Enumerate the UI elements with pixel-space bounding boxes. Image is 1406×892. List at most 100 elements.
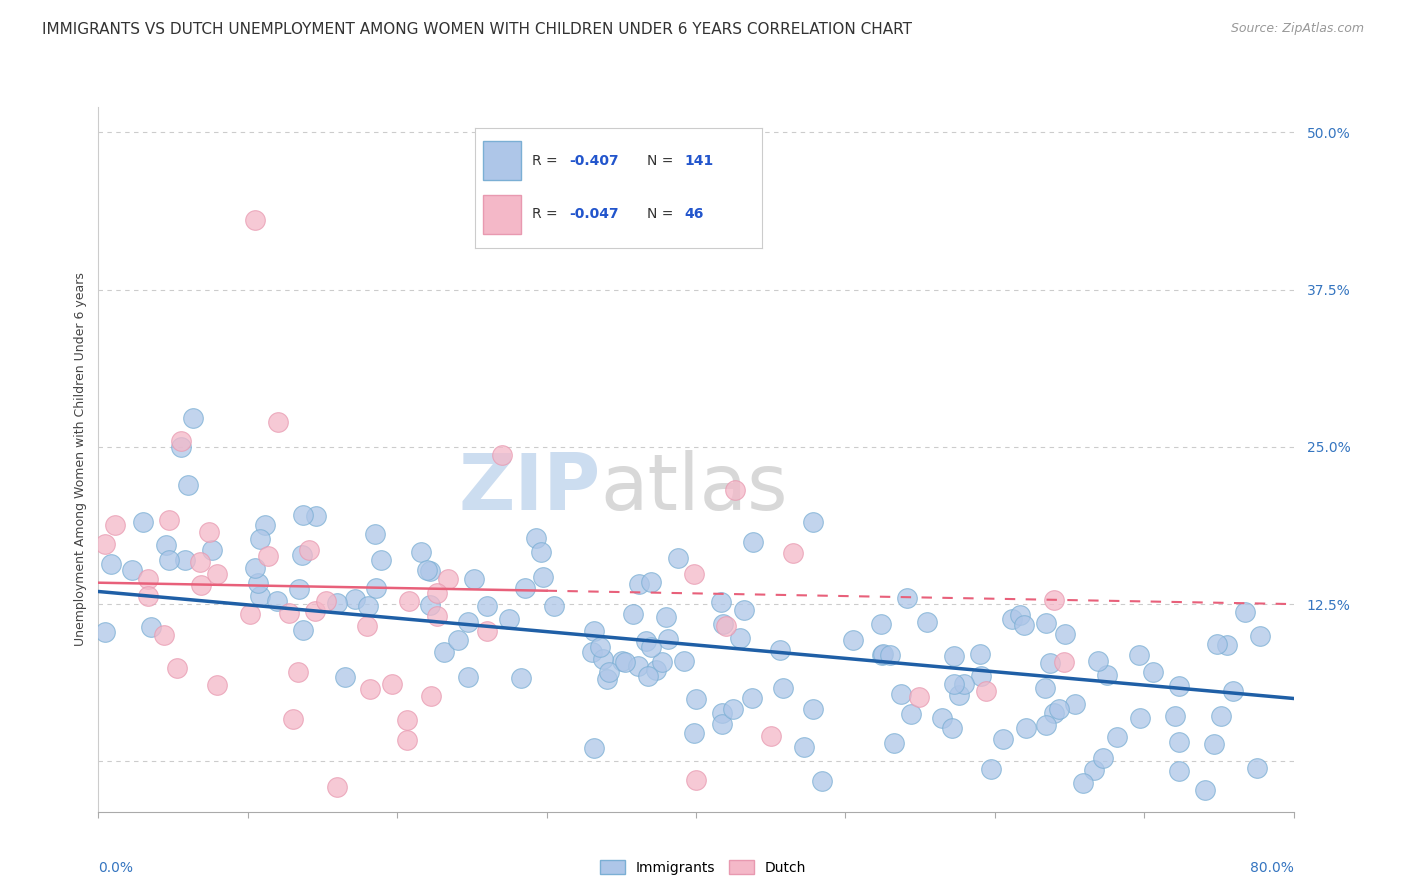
Point [942,649,965,664]
Point [1053,655,1076,669]
Point [640,640,662,654]
Point [344,592,367,607]
Point [198,525,221,540]
Point [357,599,380,614]
Point [157,552,180,566]
Point [297,543,319,558]
Point [121,563,143,577]
Point [1095,668,1118,682]
Point [266,593,288,607]
Text: atlas: atlas [600,450,787,525]
Point [139,620,162,634]
Point [1202,737,1225,751]
Point [426,586,449,600]
Point [498,612,520,626]
Point [239,607,262,622]
Point [685,691,707,706]
Point [416,563,439,577]
Point [315,594,337,608]
Point [908,690,931,705]
Legend: Immigrants, Dutch: Immigrants, Dutch [593,855,813,880]
Point [872,647,894,661]
Point [287,582,309,596]
Point [1129,711,1152,725]
Point [610,654,633,668]
Point [1043,706,1066,721]
Point [1167,679,1189,693]
Point [596,672,619,686]
Text: Source: ZipAtlas.com: Source: ZipAtlas.com [1230,22,1364,36]
Point [326,780,349,794]
Point [801,702,824,716]
Point [132,515,155,529]
Point [589,640,612,654]
Point [710,716,733,731]
Point [869,617,891,632]
Point [1246,761,1268,775]
Point [475,599,498,613]
Point [104,518,127,533]
Point [1033,681,1056,696]
Point [166,661,188,675]
Point [457,671,479,685]
Point [1083,764,1105,778]
Point [803,515,825,529]
Point [741,690,763,705]
Point [1087,653,1109,667]
Point [305,509,328,524]
Point [291,548,314,562]
Point [896,591,918,606]
Point [155,538,177,552]
Point [533,570,555,584]
Point [1035,615,1057,630]
Point [409,544,432,558]
Point [953,677,976,691]
Text: 80.0%: 80.0% [1250,861,1294,875]
Point [173,553,195,567]
Point [93,624,115,639]
Point [287,665,309,680]
Point [249,533,271,547]
Point [356,619,378,633]
Point [969,668,991,682]
Point [100,557,122,571]
Point [524,531,547,545]
Point [1042,593,1064,607]
Point [1105,731,1128,745]
Point [304,604,326,618]
Point [243,561,266,575]
Point [201,542,224,557]
Point [249,590,271,604]
Point [477,624,499,638]
Point [292,508,315,523]
Point [991,732,1014,747]
Point [138,572,160,586]
Point [1168,764,1191,778]
Point [872,648,894,663]
Point [1008,607,1031,622]
Point [1194,783,1216,797]
Point [637,669,659,683]
Point [685,773,707,788]
Point [711,617,734,632]
Point [395,732,418,747]
Point [1164,708,1187,723]
Point [447,633,470,648]
Point [842,633,865,648]
Point [159,513,181,527]
Point [181,410,204,425]
Point [169,434,191,448]
Point [683,726,706,740]
Point [433,645,456,659]
Point [728,632,751,646]
Point [436,572,458,586]
Point [974,683,997,698]
Point [942,676,965,690]
Point [253,518,276,533]
Point [645,663,668,677]
Point [177,478,200,492]
Point [543,599,565,613]
Point [890,686,912,700]
Point [711,706,734,721]
Point [170,440,193,454]
